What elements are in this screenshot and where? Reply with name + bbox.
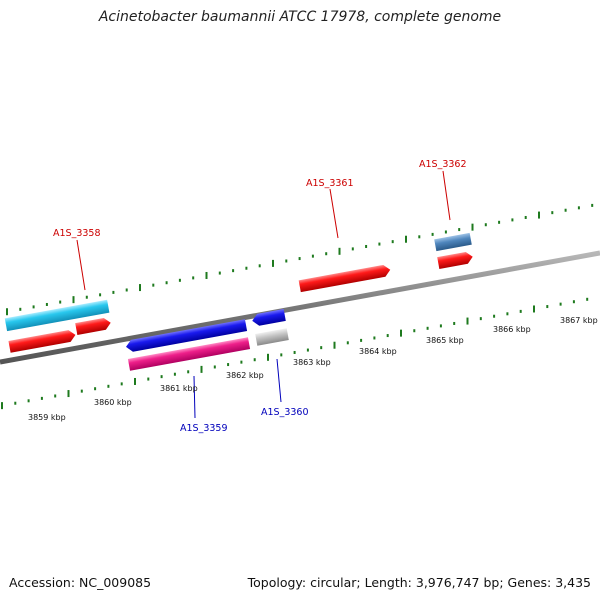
scale-label-3861: 3861 kbp bbox=[160, 384, 198, 393]
leader-line-a1s-3362 bbox=[442, 170, 451, 221]
gene-magenta-a1s-3359[interactable] bbox=[127, 337, 251, 371]
scale-label-3862: 3862 kbp bbox=[226, 371, 264, 380]
leader-line-a1s-3358 bbox=[76, 239, 86, 291]
gene-blue-a1s-3360[interactable] bbox=[251, 309, 286, 327]
gene-red-left-b[interactable] bbox=[75, 317, 112, 335]
leader-line-a1s-3361 bbox=[329, 188, 339, 239]
gene-label-a1s-3359[interactable]: A1S_3359 bbox=[180, 423, 228, 434]
leader-line-a1s-3360 bbox=[276, 358, 282, 403]
scale-label-3859: 3859 kbp bbox=[28, 413, 66, 422]
gene-cyan-upper[interactable] bbox=[4, 299, 110, 332]
gene-label-a1s-3360[interactable]: A1S_3360 bbox=[261, 407, 309, 418]
gene-label-a1s-3361[interactable]: A1S_3361 bbox=[306, 178, 354, 189]
map-title: Acinetobacter baumannii ATCC 17978, comp… bbox=[98, 9, 502, 25]
scale-label-3865: 3865 kbp bbox=[426, 336, 464, 345]
gene-red-a1s-3361[interactable] bbox=[298, 264, 392, 293]
scale-label-3867: 3867 kbp bbox=[560, 316, 598, 325]
gene-steel-a1s-3362[interactable] bbox=[434, 232, 472, 252]
scale-label-3860: 3860 kbp bbox=[94, 398, 132, 407]
gene-red-a1s-3362[interactable] bbox=[437, 251, 474, 269]
gene-red-left-a[interactable] bbox=[8, 329, 76, 353]
genome-backbone bbox=[0, 250, 600, 365]
leader-line-a1s-3359 bbox=[193, 375, 196, 419]
gene-gray-a1s-3360[interactable] bbox=[255, 328, 289, 346]
scale-label-3866: 3866 kbp bbox=[493, 325, 531, 334]
genome-summary-text: Topology: circular; Length: 3,976,747 bp… bbox=[247, 575, 591, 590]
lower-tick-row bbox=[1, 297, 589, 410]
accession-text: Accession: NC_009085 bbox=[9, 575, 152, 590]
scale-label-3864: 3864 kbp bbox=[359, 347, 397, 356]
gene-label-a1s-3362[interactable]: A1S_3362 bbox=[419, 159, 467, 170]
scale-label-3863: 3863 kbp bbox=[293, 358, 331, 367]
gene-label-a1s-3358[interactable]: A1S_3358 bbox=[53, 228, 101, 239]
upper-tick-row bbox=[6, 203, 594, 316]
gene-blue-a1s-3359[interactable] bbox=[125, 319, 248, 353]
